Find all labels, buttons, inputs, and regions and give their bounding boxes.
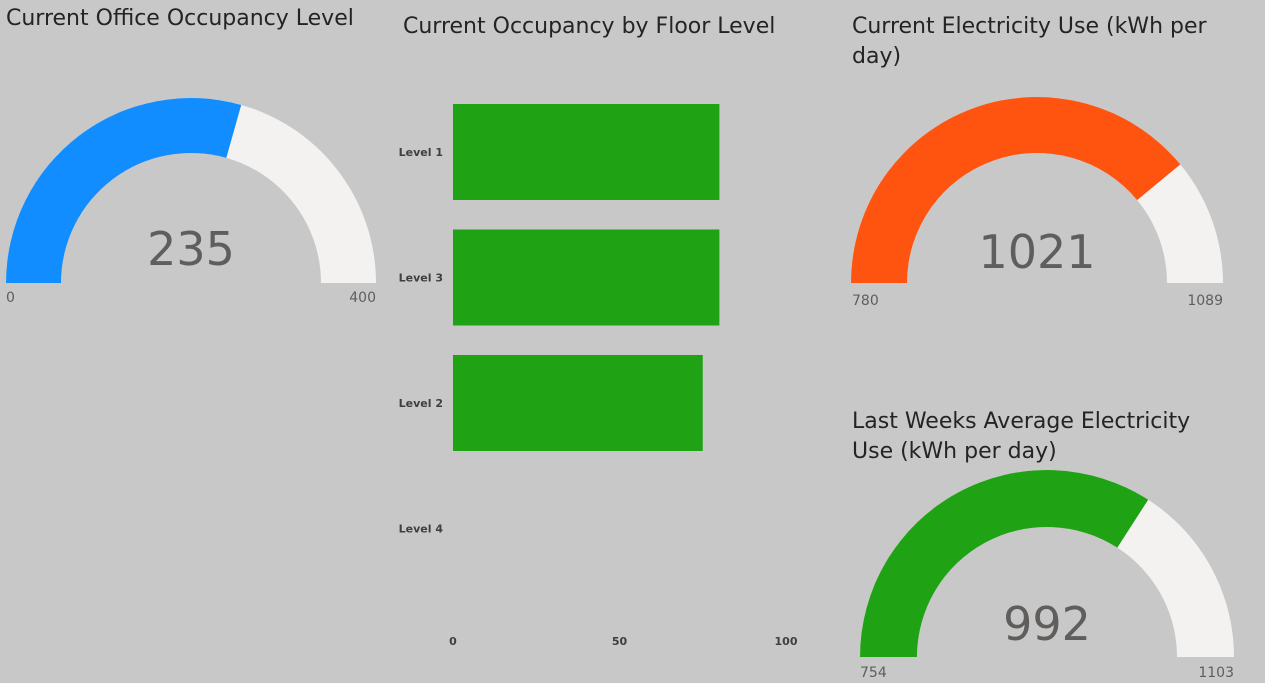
electricity-gauge-panel[interactable]: Current Electricity Use (kWh per day) 10… <box>840 0 1240 330</box>
gauge-min-label: 780 <box>852 293 879 309</box>
category-label: Level 2 <box>399 397 443 410</box>
gauge-min-label: 0 <box>6 290 15 306</box>
gauge-value-label: 1021 <box>978 225 1095 279</box>
gauge-fill <box>6 98 242 284</box>
electricity-gauge: 1021 780 1089 <box>851 96 1223 309</box>
gauge-max-label: 1089 <box>1187 293 1223 309</box>
x-tick-label: 0 <box>449 635 457 648</box>
floor-bar-chart: Level 1 Level 3 Level 2 Level 4 0 50 100 <box>399 104 798 648</box>
floor-chart-title: Current Occupancy by Floor Level <box>403 14 776 39</box>
lastweek-gauge-title: Last Weeks Average Electricity Use (kWh … <box>852 409 1191 464</box>
electricity-gauge-title: Current Electricity Use (kWh per day) <box>852 14 1207 69</box>
x-tick-label: 50 <box>612 635 628 648</box>
bar-level-2[interactable] <box>453 355 703 451</box>
gauge-value-label: 992 <box>1003 597 1091 651</box>
category-label: Level 1 <box>399 146 443 159</box>
gauge-value-label: 235 <box>147 222 235 276</box>
gauge-min-label: 754 <box>860 665 887 681</box>
floor-chart-panel[interactable]: Current Occupancy by Floor Level Level 1… <box>398 0 818 683</box>
gauge-fill <box>860 470 1149 657</box>
bar-level-3[interactable] <box>453 229 720 326</box>
occupancy-gauge-title: Current Office Occupancy Level <box>6 6 354 31</box>
occupancy-gauge-panel[interactable]: Current Office Occupancy Level 235 0 400 <box>0 0 390 320</box>
gauge-max-label: 1103 <box>1198 665 1234 681</box>
lastweek-gauge: 992 754 1103 <box>860 470 1234 681</box>
category-label: Level 4 <box>399 523 444 536</box>
category-label: Level 3 <box>399 272 443 285</box>
gauge-fill <box>851 96 1181 283</box>
occupancy-gauge: 235 0 400 <box>6 98 376 306</box>
lastweek-gauge-panel[interactable]: Last Weeks Average Electricity Use (kWh … <box>840 395 1250 683</box>
x-tick-label: 100 <box>775 635 798 648</box>
bar-level-1[interactable] <box>453 104 720 200</box>
gauge-max-label: 400 <box>349 290 376 306</box>
